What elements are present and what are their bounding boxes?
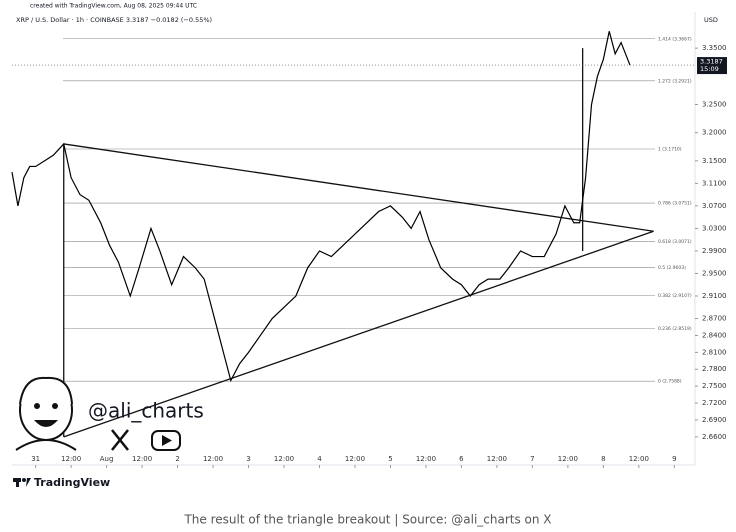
y-tick-label: 2.9100 bbox=[702, 292, 727, 300]
trendline bbox=[63, 230, 654, 438]
y-tick-label: 2.7200 bbox=[702, 399, 727, 407]
x-tick-label: 2 bbox=[175, 455, 179, 463]
trendline bbox=[63, 143, 654, 232]
fib-label: 1.272 (3.2921) bbox=[658, 78, 692, 84]
youtube-icon bbox=[151, 430, 181, 451]
plot: 3.3500 3.2500 3.2000 3.1500 3.1100 3.0700 3.03… bbox=[11, 31, 727, 468]
price-line bbox=[11, 31, 631, 383]
x-tick-label: 12:00 bbox=[132, 455, 152, 463]
y-tick-label: 3.3500 bbox=[702, 44, 727, 52]
x-tick-label: 12:00 bbox=[203, 455, 223, 463]
x-tick-label: 31 bbox=[31, 455, 40, 463]
x-tick-label: 5 bbox=[388, 455, 392, 463]
x-tick-label: 12:00 bbox=[61, 455, 81, 463]
x-tick-label: 12:00 bbox=[416, 455, 436, 463]
x-tick-label: 9 bbox=[672, 455, 676, 463]
x-tick-label: 8 bbox=[601, 455, 605, 463]
x-tick-label: 12:00 bbox=[345, 455, 365, 463]
y-tick-label: 3.2500 bbox=[702, 100, 727, 108]
y-tick-label: 2.7500 bbox=[702, 382, 727, 390]
y-tick-label: 2.9500 bbox=[702, 269, 727, 277]
fib-label: 0.5 (2.9603) bbox=[658, 265, 686, 271]
fib-label: 0.236 (2.8519) bbox=[658, 326, 692, 332]
x-tick-label: Aug bbox=[100, 455, 114, 463]
avatar bbox=[15, 376, 77, 451]
x-tick-label: 12:00 bbox=[487, 455, 507, 463]
y-tick-label: 2.8700 bbox=[702, 315, 727, 323]
y-tick-label: 2.9900 bbox=[702, 247, 727, 255]
chart-title: XRP / U.S. Dollar · 1h · COINBASE 3.3187… bbox=[16, 16, 212, 24]
x-tick-label: 12:00 bbox=[629, 455, 649, 463]
fib-label: 1.414 (3.3667) bbox=[658, 36, 692, 42]
fib-label: 0.618 (3.0071) bbox=[658, 239, 692, 245]
y-tick-label: 2.6900 bbox=[702, 416, 727, 424]
y-tick-label: 2.6600 bbox=[702, 433, 727, 441]
y-tick-label: 3.0300 bbox=[702, 224, 727, 232]
last-price-label: 3.3187 bbox=[700, 58, 723, 66]
y-tick-label: 2.7800 bbox=[702, 365, 727, 373]
credit: created with TradingView.com, Aug 08, 20… bbox=[30, 3, 197, 10]
fib-label: 0 (2.7588) bbox=[658, 379, 682, 385]
currency: USD bbox=[704, 16, 718, 24]
logo: TradingView bbox=[34, 476, 110, 489]
fib-label: 1 (3.1710) bbox=[658, 146, 682, 152]
logo-mark bbox=[13, 478, 31, 487]
x-icon bbox=[111, 429, 129, 451]
y-tick-label: 2.8400 bbox=[702, 331, 727, 339]
y-tick-label: 3.1500 bbox=[702, 157, 727, 165]
y-tick-label: 3.2000 bbox=[702, 129, 727, 137]
x-tick-label: 3 bbox=[246, 455, 250, 463]
countdown: 15:09 bbox=[700, 65, 719, 73]
x-tick-label: 7 bbox=[530, 455, 534, 463]
y-tick-label: 2.8100 bbox=[702, 348, 727, 356]
caption: The result of the triangle breakout | So… bbox=[183, 513, 551, 527]
x-tick-label: 4 bbox=[317, 455, 322, 463]
x-tick-label: 6 bbox=[459, 455, 464, 463]
x-tick-label: 12:00 bbox=[274, 455, 294, 463]
y-tick-label: 3.1100 bbox=[702, 179, 727, 187]
last-price-box bbox=[697, 57, 727, 75]
y-tick-label: 3.0700 bbox=[702, 202, 727, 210]
fib-label: 0.382 (2.9107) bbox=[658, 293, 692, 299]
fib-label: 0.786 (3.0751) bbox=[658, 201, 692, 207]
x-tick-label: 12:00 bbox=[558, 455, 578, 463]
watermark: @ali_charts bbox=[88, 399, 204, 423]
